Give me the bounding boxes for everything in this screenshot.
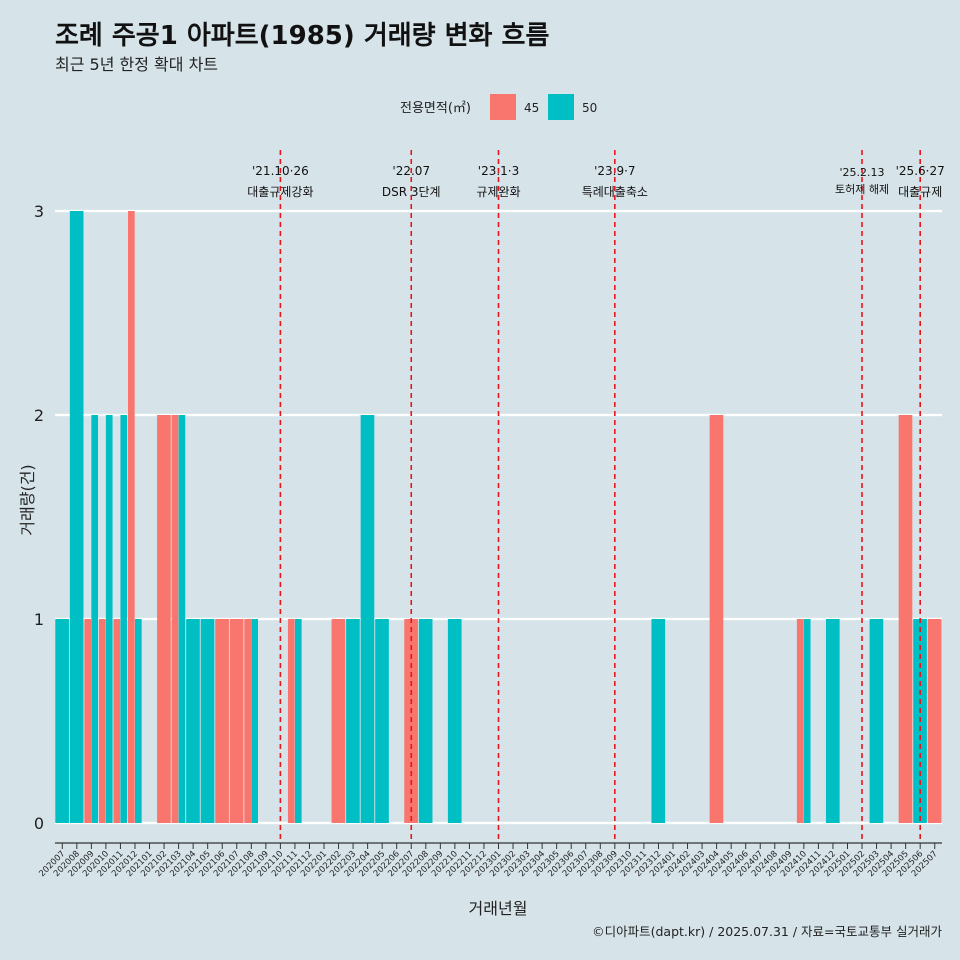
bar-50-202203 bbox=[346, 619, 360, 823]
bar-45-202404 bbox=[709, 415, 724, 823]
event-desc-label: 특례대출축소 bbox=[582, 185, 648, 199]
bar-45-202507 bbox=[927, 619, 942, 823]
legend-swatch-45 bbox=[490, 94, 516, 120]
bar-50-202010 bbox=[105, 415, 113, 823]
bar-50-202205 bbox=[375, 619, 389, 823]
event-desc-label: 규제완화 bbox=[476, 185, 520, 199]
bar-45-202010 bbox=[98, 619, 106, 823]
bar-50-202312 bbox=[651, 619, 666, 823]
x-axis-label: 거래년월 bbox=[469, 899, 528, 918]
bar-50-202204 bbox=[360, 415, 375, 823]
bar-50-202503 bbox=[869, 619, 884, 823]
bar-50-202104 bbox=[186, 619, 200, 823]
y-tick-label: 3 bbox=[34, 202, 44, 221]
bar-50-202103 bbox=[178, 415, 186, 823]
event-date-label: '21.10·26 bbox=[252, 164, 309, 178]
bar-50-202210 bbox=[447, 619, 462, 823]
bar-45-202009 bbox=[84, 619, 92, 823]
bar-50-202412 bbox=[825, 619, 840, 823]
bar-50-202008 bbox=[69, 211, 84, 823]
bar-50-202108 bbox=[251, 619, 258, 823]
legend: 전용면적(㎡) 45 50 bbox=[400, 94, 597, 120]
event-annotations: '21.10·26 대출규제강화 '22.07 DSR 3단계 '23.1·3 규제완화 '… bbox=[247, 150, 945, 843]
event-date-label: '22.07 bbox=[392, 164, 430, 178]
legend-swatch-50 bbox=[548, 94, 574, 120]
bar-45-202111 bbox=[287, 619, 295, 823]
bar-45-202505 bbox=[898, 415, 913, 823]
event-desc-label: 대출규제 bbox=[898, 185, 942, 199]
event-desc-label: DSR 3단계 bbox=[382, 185, 441, 199]
chart-subtitle: 최근 5년 한정 확대 차트 bbox=[55, 55, 218, 74]
bar-45-202202 bbox=[331, 619, 346, 823]
bar-50-202011 bbox=[120, 415, 128, 823]
y-tick-label: 1 bbox=[34, 610, 44, 629]
event-date-label: '25.6·27 bbox=[896, 164, 945, 178]
event-desc-label: 대출규제강화 bbox=[247, 185, 313, 199]
bar-45-202106 bbox=[215, 619, 229, 823]
y-axis: 0 1 2 3 bbox=[34, 202, 44, 833]
bar-50-202007 bbox=[55, 619, 69, 823]
bar-45-202012 bbox=[127, 211, 135, 823]
chart-title: 조례 주공1 아파트(1985) 거래량 변화 흐름 bbox=[55, 21, 549, 51]
bar-50-202208 bbox=[418, 619, 433, 823]
y-tick-label: 0 bbox=[34, 814, 44, 833]
bar-50-202111 bbox=[294, 619, 302, 823]
y-axis-label: 거래량(건) bbox=[18, 464, 37, 535]
event-date-label: '25.2.13 bbox=[840, 166, 885, 179]
event-desc-label: 토허제 해제 bbox=[835, 182, 889, 196]
bar-50-202410 bbox=[803, 619, 811, 823]
bar-50-202012 bbox=[134, 619, 142, 823]
bar-45-202011 bbox=[113, 619, 121, 823]
bar-50-202009 bbox=[91, 415, 99, 823]
caption: ©디아파트(dapt.kr) / 2025.07.31 / 자료=국토교통부 실… bbox=[592, 924, 942, 939]
legend-label-50: 50 bbox=[582, 101, 597, 115]
bar-45-202410 bbox=[796, 619, 804, 823]
legend-label-45: 45 bbox=[524, 101, 539, 115]
x-axis: 2020072020082020092020102020112020122021… bbox=[37, 842, 942, 879]
legend-title: 전용면적(㎡) bbox=[400, 101, 471, 116]
event-date-label: '23.9·7 bbox=[594, 164, 635, 178]
bar-50-202105 bbox=[200, 619, 215, 823]
bars bbox=[55, 211, 942, 823]
bar-45-202103 bbox=[171, 415, 179, 823]
bar-45-202107 bbox=[229, 619, 244, 823]
y-tick-label: 2 bbox=[34, 406, 44, 425]
bar-45-202102 bbox=[157, 415, 171, 823]
event-date-label: '23.1·3 bbox=[478, 164, 519, 178]
bar-45-202108 bbox=[244, 619, 252, 823]
